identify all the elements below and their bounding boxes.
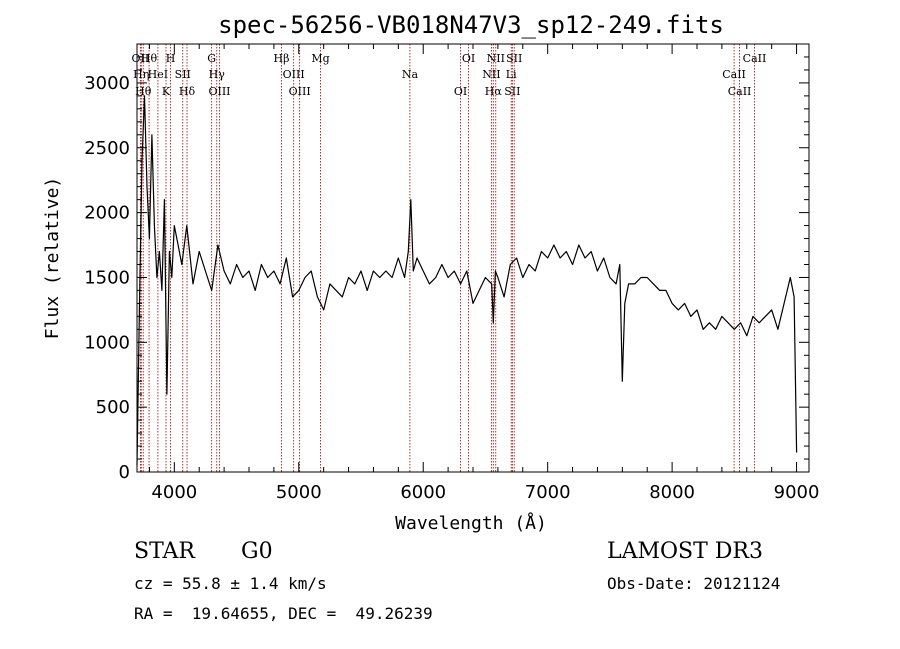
spectrum-line: [136, 95, 798, 466]
spectral-line-markers: [139, 44, 755, 472]
line-label-Hθ: Hθ: [141, 52, 158, 65]
x-tick-label: 9000: [774, 482, 820, 503]
line-label-Li: Li: [506, 68, 517, 81]
x-tick-label: 5000: [276, 482, 322, 503]
line-label-CaII: CaII: [728, 85, 752, 98]
line-label-Hα: Hα: [485, 85, 503, 98]
survey-name: LAMOST DR3: [607, 539, 763, 564]
object-class: STAR: [134, 539, 195, 564]
line-label-G: G: [207, 52, 216, 65]
line-label-SII: SII: [504, 85, 520, 98]
chart-title: spec-56256-VB018N47V3_sp12-249.fits: [218, 11, 724, 39]
spectral-line-labels: OIIHηHθHθHeIKHSIIHδGHγOIIIHβOIIIOIIIMgNa…: [132, 52, 767, 98]
line-label-Mg: Mg: [311, 52, 329, 65]
x-tick-label: 7000: [525, 482, 571, 503]
y-tick-label: 2000: [84, 203, 130, 224]
line-label-H: H: [166, 52, 176, 65]
y-tick-label: 2500: [84, 138, 130, 159]
y-tick-label: 1000: [84, 332, 130, 353]
line-label-Hθ: Hθ: [135, 85, 152, 98]
line-label-Na: Na: [402, 68, 419, 81]
object-subclass: G0: [241, 539, 273, 564]
line-label-Hγ: Hγ: [209, 68, 226, 81]
y-tick-label: 1500: [84, 267, 130, 288]
line-label-CaII: CaII: [743, 52, 767, 65]
line-label-OI: OI: [462, 52, 475, 65]
line-label-SII: SII: [506, 52, 522, 65]
x-tick-label: 4000: [151, 482, 197, 503]
x-axis-label: Wavelength (Å): [395, 512, 547, 534]
axis-ticks: [137, 44, 809, 473]
y-axis-label: Flux (relative): [42, 177, 63, 340]
line-label-HeI: HeI: [148, 68, 168, 81]
plot-frame: [136, 43, 810, 473]
line-label-NII: NII: [487, 52, 505, 65]
x-tick-label: 6000: [400, 482, 446, 503]
line-label-OI: OI: [454, 85, 467, 98]
axis-tick-labels: 4000 5000 6000 7000 8000 9000 0 500 1000 1500 2000…: [84, 73, 819, 503]
line-label-NII: NII: [482, 68, 500, 81]
line-label-OIII: OIII: [289, 85, 311, 98]
observation-date: Obs-Date: 20121124: [607, 574, 781, 593]
coordinates: RA = 19.64655, DEC = 49.26239: [134, 604, 433, 623]
x-tick-label: 8000: [649, 482, 695, 503]
line-label-Hδ: Hδ: [179, 85, 196, 98]
y-tick-label: 0: [119, 462, 130, 483]
line-label-K: K: [162, 85, 171, 98]
line-label-OII: OII: [132, 52, 150, 65]
line-label-CaII: CaII: [722, 68, 746, 81]
line-label-OIII: OIII: [208, 85, 230, 98]
line-label-SII: SII: [175, 68, 191, 81]
y-tick-label: 3000: [84, 73, 130, 94]
line-label-Hβ: Hβ: [274, 52, 290, 65]
redshift-velocity: cz = 55.8 ± 1.4 km/s: [134, 574, 327, 593]
line-label-OIII: OIII: [283, 68, 305, 81]
y-tick-label: 500: [96, 397, 130, 418]
